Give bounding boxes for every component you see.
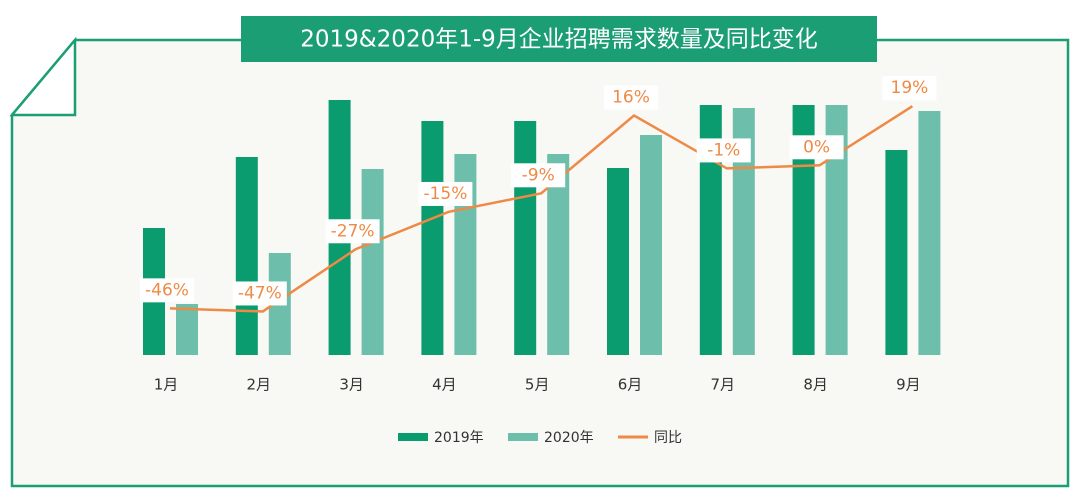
x-tick-label: 9月 xyxy=(896,376,921,394)
data-label: -15% xyxy=(423,184,467,204)
bar xyxy=(547,154,570,355)
legend-swatch xyxy=(508,433,538,441)
x-tick-label: 3月 xyxy=(339,376,364,394)
bar xyxy=(235,157,258,355)
x-tick-label: 5月 xyxy=(525,376,550,394)
label-box xyxy=(882,76,937,101)
x-tick-label: 4月 xyxy=(432,376,457,394)
data-label: -47% xyxy=(238,283,282,303)
data-label: -9% xyxy=(522,165,555,185)
data-label: -27% xyxy=(331,221,375,241)
label-box xyxy=(418,181,473,206)
legend-swatch xyxy=(398,433,428,441)
legend-label: 2020年 xyxy=(544,430,594,446)
label-box xyxy=(232,281,287,306)
x-tick-label: 2月 xyxy=(247,376,272,394)
label-box xyxy=(511,163,566,188)
x-tick-label: 8月 xyxy=(803,376,828,394)
bar xyxy=(514,121,537,355)
legend-label: 同比 xyxy=(654,430,682,446)
line xyxy=(169,105,914,313)
label-box xyxy=(789,135,844,160)
bar xyxy=(699,105,722,355)
fold xyxy=(9,36,77,117)
data-label: -1% xyxy=(707,140,740,160)
data-label: 16% xyxy=(612,88,650,108)
label-box xyxy=(604,85,658,110)
bar xyxy=(176,304,198,355)
title-banner xyxy=(241,16,877,62)
legend-label: 2019年 xyxy=(434,430,484,446)
bar xyxy=(361,169,384,355)
bar xyxy=(918,111,941,355)
bar xyxy=(607,168,629,355)
bar xyxy=(421,121,444,355)
data-label: 19% xyxy=(891,78,929,98)
bar xyxy=(640,135,662,355)
bar xyxy=(732,108,755,355)
label-box xyxy=(140,278,194,303)
x-tick-label: 7月 xyxy=(711,376,736,394)
data-label: 0% xyxy=(803,137,830,157)
bar xyxy=(792,105,815,355)
label-box xyxy=(696,138,751,163)
chart-title: 2019&2020年1-9月企业招聘需求数量及同比变化 xyxy=(300,27,818,53)
data-label: -46% xyxy=(145,280,189,300)
bar xyxy=(885,150,908,355)
x-tick-label: 6月 xyxy=(618,376,643,394)
x-tick-label: 1月 xyxy=(154,376,179,394)
bar xyxy=(825,105,848,355)
label-box xyxy=(325,219,380,244)
